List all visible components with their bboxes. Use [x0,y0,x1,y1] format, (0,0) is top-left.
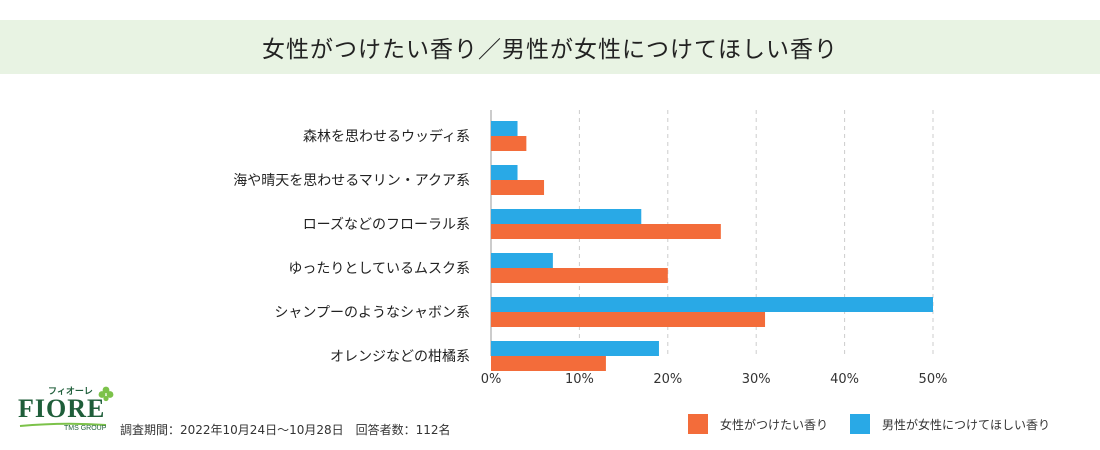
fiore-logo: フィオーレ FIORE TMS GROUP [18,384,114,436]
clover-icon [98,386,114,402]
survey-footnote: 調査期間：2022年10月24日〜10月28日 回答者数：112名 [120,423,451,437]
bar-male [491,165,518,180]
x-tick-label: 20% [653,372,682,387]
bar-female [491,356,606,371]
category-label: ゆったりとしているムスク系 [288,261,470,277]
category-label: オレンジなどの柑橘系 [330,349,470,365]
category-label: シャンプーのようなシャボン系 [274,305,470,321]
title-band: 女性がつけたい香り／男性が女性につけてほしい香り [0,20,1100,74]
bar-male [491,253,553,268]
bar-female [491,268,668,283]
bar-female [491,312,766,327]
legend-swatch-female [688,414,708,434]
bar-female [491,180,545,195]
bar-male [491,341,659,356]
x-tick-label: 0% [481,372,502,387]
logo-group: TMS GROUP [64,425,107,432]
bar-male [491,121,518,136]
legend-item-female: 女性がつけたい香り [688,414,828,434]
category-label: 森林を思わせるウッディ系 [303,128,470,145]
bar-female [491,224,721,239]
logo-swoosh [19,422,107,427]
bar-male [491,209,642,224]
category-label: ローズなどのフローラル系 [303,217,470,233]
bar-male [491,297,933,312]
x-tick-label: 30% [742,372,771,387]
legend-item-male: 男性が女性につけてほしい香り [850,414,1050,434]
legend-swatch-male [850,414,870,434]
chart-title: 女性がつけたい香り／男性が女性につけてほしい香り [262,37,838,63]
x-tick-label: 10% [565,372,594,387]
legend-label-female: 女性がつけたい香り [720,417,829,432]
x-tick-label: 40% [830,372,859,387]
logo-kana: フィオーレ [48,387,93,397]
bar-female [491,136,527,151]
category-label: 海や晴天を思わせるマリン・アクア系 [233,173,470,189]
x-tick-label: 50% [919,372,948,387]
legend-label-male: 男性が女性につけてほしい香り [882,417,1051,432]
logo-name: FIORE [18,394,106,423]
